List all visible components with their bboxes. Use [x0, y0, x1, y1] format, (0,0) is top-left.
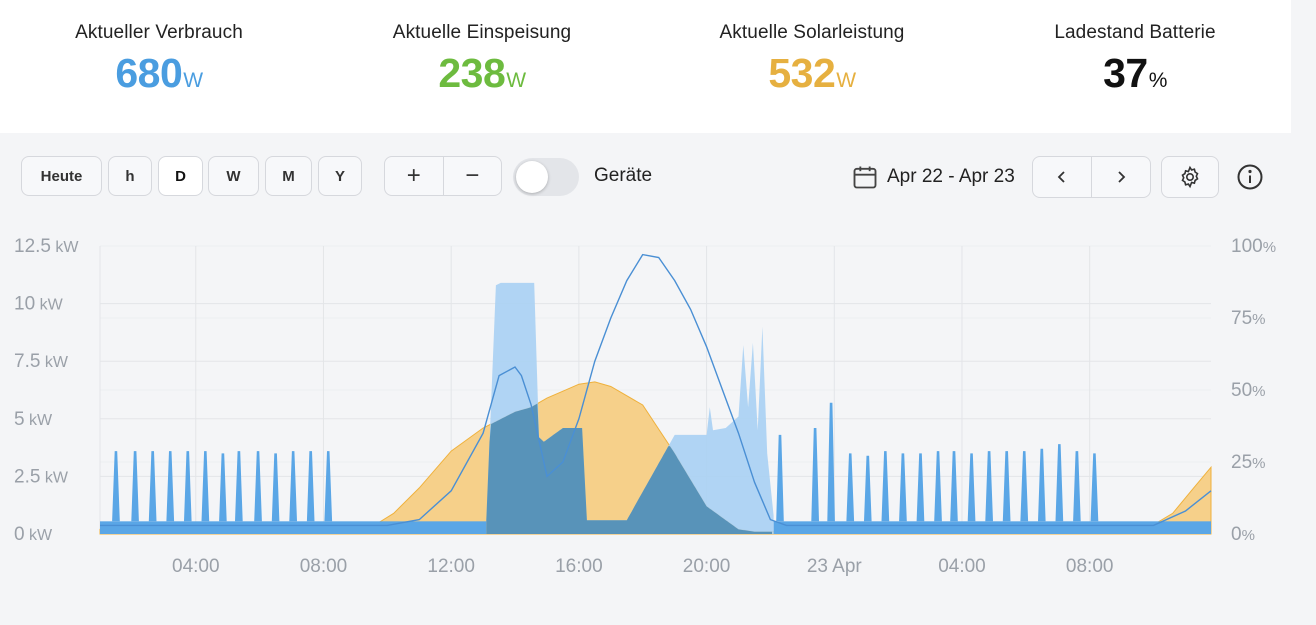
- y-tick-unit: kW: [25, 527, 53, 544]
- x-tick-label: 04:00: [938, 556, 986, 577]
- y-tick-label-right: 100%: [1231, 236, 1276, 257]
- y-tick-value: 25: [1231, 452, 1252, 473]
- y-tick-value: 7.5: [14, 351, 40, 372]
- stat-number: 680: [115, 50, 183, 96]
- date-range-text: Apr 22 - Apr 23: [887, 166, 1015, 187]
- range-button-y[interactable]: Y: [318, 156, 362, 196]
- y-tick-label-left: 5 kW: [14, 409, 53, 430]
- stat-feed-in: Aktuelle Einspeisung 238W: [332, 22, 632, 97]
- y-tick-unit: %: [1252, 383, 1265, 400]
- stat-value: 238W: [332, 50, 632, 97]
- zoom-group: + −: [384, 156, 502, 196]
- stat-unit: W: [183, 69, 203, 92]
- zoom-out-button[interactable]: −: [442, 157, 502, 195]
- stat-unit: W: [836, 69, 856, 92]
- stat-label: Aktuelle Solarleistung: [719, 22, 905, 43]
- range-button-d[interactable]: D: [158, 156, 203, 196]
- date-range-picker[interactable]: Apr 22 - Apr 23: [851, 162, 1015, 192]
- stats-header: Aktueller Verbrauch 680W Aktuelle Einspe…: [0, 0, 1291, 133]
- y-tick-value: 75: [1231, 308, 1252, 329]
- y-tick-label-left: 7.5 kW: [14, 351, 69, 372]
- x-tick-label: 20:00: [683, 556, 731, 577]
- today-button[interactable]: Heute: [21, 156, 102, 196]
- y-tick-unit: kW: [25, 412, 53, 429]
- y-tick-label-left: 10 kW: [14, 294, 64, 315]
- range-button-m[interactable]: M: [265, 156, 312, 196]
- y-tick-value: 0: [1231, 524, 1242, 545]
- y-tick-label-right: 50%: [1231, 380, 1265, 401]
- x-tick-label: 08:00: [1066, 556, 1114, 577]
- devices-label: Geräte: [594, 165, 653, 186]
- prev-button[interactable]: [1033, 157, 1091, 197]
- x-tick-label: 16:00: [555, 556, 603, 577]
- info-icon[interactable]: [1236, 163, 1264, 191]
- y-tick-unit: %: [1252, 455, 1265, 472]
- y-tick-label-right: 0%: [1231, 524, 1255, 545]
- y-tick-label-right: 75%: [1231, 308, 1265, 329]
- x-tick-label: 04:00: [172, 556, 220, 577]
- chevron-left-icon: [1057, 171, 1065, 183]
- consumption-baseline: [773, 521, 1211, 534]
- stat-number: 37: [1103, 50, 1148, 96]
- chevron-right-icon: [1118, 171, 1126, 183]
- stat-unit: %: [1148, 69, 1168, 92]
- stat-number: 532: [768, 50, 836, 96]
- calendar-icon: [853, 166, 877, 189]
- y-tick-value: 50: [1231, 380, 1252, 401]
- y-tick-value: 10: [14, 294, 35, 315]
- range-button-w[interactable]: W: [208, 156, 259, 196]
- range-button-h[interactable]: h: [108, 156, 152, 196]
- stat-label: Aktuelle Einspeisung: [392, 22, 572, 43]
- zoom-in-button[interactable]: +: [406, 162, 421, 189]
- y-tick-unit: %: [1263, 239, 1276, 256]
- next-button[interactable]: [1091, 157, 1150, 197]
- gear-icon: [1181, 165, 1199, 189]
- stat-battery: Ladestand Batterie 37%: [985, 22, 1285, 97]
- battery-soc-line: [100, 253, 1212, 527]
- x-tick-label: 08:00: [300, 556, 348, 577]
- y-tick-label-left: 2.5 kW: [14, 466, 69, 487]
- devices-toggle[interactable]: [513, 158, 579, 196]
- y-tick-unit: kW: [40, 354, 68, 371]
- stat-label: Aktueller Verbrauch: [75, 22, 243, 43]
- consumption-baseline: [100, 521, 487, 534]
- stat-label: Ladestand Batterie: [1054, 22, 1216, 43]
- y-tick-label-left: 0 kW: [14, 524, 53, 545]
- y-tick-unit: kW: [40, 469, 68, 486]
- x-tick-label: 12:00: [427, 556, 475, 577]
- y-tick-value: 5: [14, 409, 25, 430]
- stat-unit: W: [506, 69, 526, 92]
- stat-number: 238: [438, 50, 506, 96]
- x-tick-label: 23 Apr: [807, 556, 863, 577]
- stat-consumption: Aktueller Verbrauch 680W: [9, 22, 309, 97]
- y-tick-value: 12.5: [14, 236, 51, 257]
- stat-value: 37%: [985, 50, 1285, 97]
- y-tick-label-left: 12.5 kW: [14, 236, 79, 257]
- y-tick-label-right: 25%: [1231, 452, 1265, 473]
- stat-solar: Aktuelle Solarleistung 532W: [662, 22, 962, 97]
- y-tick-unit: %: [1242, 527, 1255, 544]
- consumption-spikes: [112, 402, 1099, 522]
- y-tick-unit: %: [1252, 311, 1265, 328]
- chart-areas: [99, 253, 1212, 535]
- settings-button[interactable]: [1161, 156, 1219, 198]
- date-nav-group: [1032, 156, 1151, 198]
- y-tick-value: 0: [14, 524, 25, 545]
- y-tick-value: 100: [1231, 236, 1263, 257]
- y-tick-value: 2.5: [14, 466, 40, 487]
- y-tick-unit: kW: [51, 239, 79, 256]
- toggle-knob: [516, 161, 548, 193]
- stat-value: 532W: [662, 50, 962, 97]
- y-tick-unit: kW: [35, 297, 63, 314]
- self-consumption-area: [486, 403, 773, 534]
- stat-value: 680W: [9, 50, 309, 97]
